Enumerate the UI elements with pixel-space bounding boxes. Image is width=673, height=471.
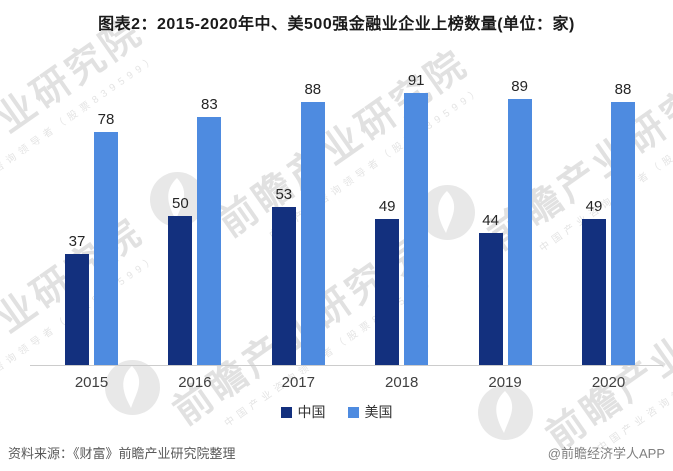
bar-china-2020 xyxy=(582,219,606,365)
bar-usa-2020 xyxy=(611,102,635,365)
bar-china-2015 xyxy=(65,254,89,365)
bar-value-label-china-2017: 53 xyxy=(275,186,293,203)
legend-swatch-usa xyxy=(347,406,359,418)
plot-area: 37 78 50 83 53 88 49 91 44 89 49 88 xyxy=(0,72,673,365)
bar-usa-2018 xyxy=(404,93,429,365)
x-tick-label-2017: 2017 xyxy=(281,374,315,391)
bar-value-label-usa-2017: 88 xyxy=(304,81,322,98)
x-tick-label-2019: 2019 xyxy=(488,374,522,391)
bar-value-label-china-2016: 50 xyxy=(172,195,189,212)
bar-china-2019 xyxy=(478,233,503,365)
legend-label-china: 中国 xyxy=(297,404,326,420)
bar-china-2017 xyxy=(271,207,296,365)
bar-value-label-china-2019: 44 xyxy=(482,212,499,229)
chart-title: 图表2：2015-2020年中、美500强金融业企业上榜数量(单位：家) xyxy=(98,16,575,33)
legend-label-usa: 美国 xyxy=(364,404,393,420)
x-tick-label-2016: 2016 xyxy=(178,374,212,391)
bar-value-label-china-2018: 49 xyxy=(378,198,396,215)
bar-value-label-usa-2020: 88 xyxy=(614,81,632,98)
bar-usa-2015 xyxy=(94,132,118,365)
bar-value-label-china-2020: 49 xyxy=(585,198,603,215)
bar-china-2016 xyxy=(168,216,193,365)
bar-usa-2016 xyxy=(197,117,222,365)
bar-value-label-usa-2018: 91 xyxy=(407,72,425,89)
footer: 资料来源：《财富》前瞻产业研究院整理 @前瞻经济学人APP xyxy=(0,440,673,464)
x-tick-label-2020: 2020 xyxy=(591,374,626,391)
bar-china-2018 xyxy=(375,219,400,365)
legend-item-china: 中国 xyxy=(280,402,326,422)
data-source-text: 资料来源：《财富》前瞻产业研究院整理 xyxy=(8,446,236,461)
bar-usa-2017 xyxy=(300,102,325,365)
bar-value-label-usa-2016: 83 xyxy=(201,96,218,113)
credit-text: @前瞻经济学人APP xyxy=(547,446,665,461)
x-axis-line xyxy=(30,365,663,366)
bar-value-label-usa-2019: 89 xyxy=(511,78,528,95)
legend-swatch-china xyxy=(280,406,292,418)
x-tick-label-2018: 2018 xyxy=(385,374,419,391)
x-tick-label-2015: 2015 xyxy=(74,374,109,391)
legend-item-usa: 美国 xyxy=(347,402,393,422)
bar-value-label-china-2015: 37 xyxy=(68,233,86,250)
legend: 中国 美国 xyxy=(0,402,673,422)
bar-value-label-usa-2015: 78 xyxy=(97,111,115,128)
bar-usa-2019 xyxy=(507,99,532,365)
